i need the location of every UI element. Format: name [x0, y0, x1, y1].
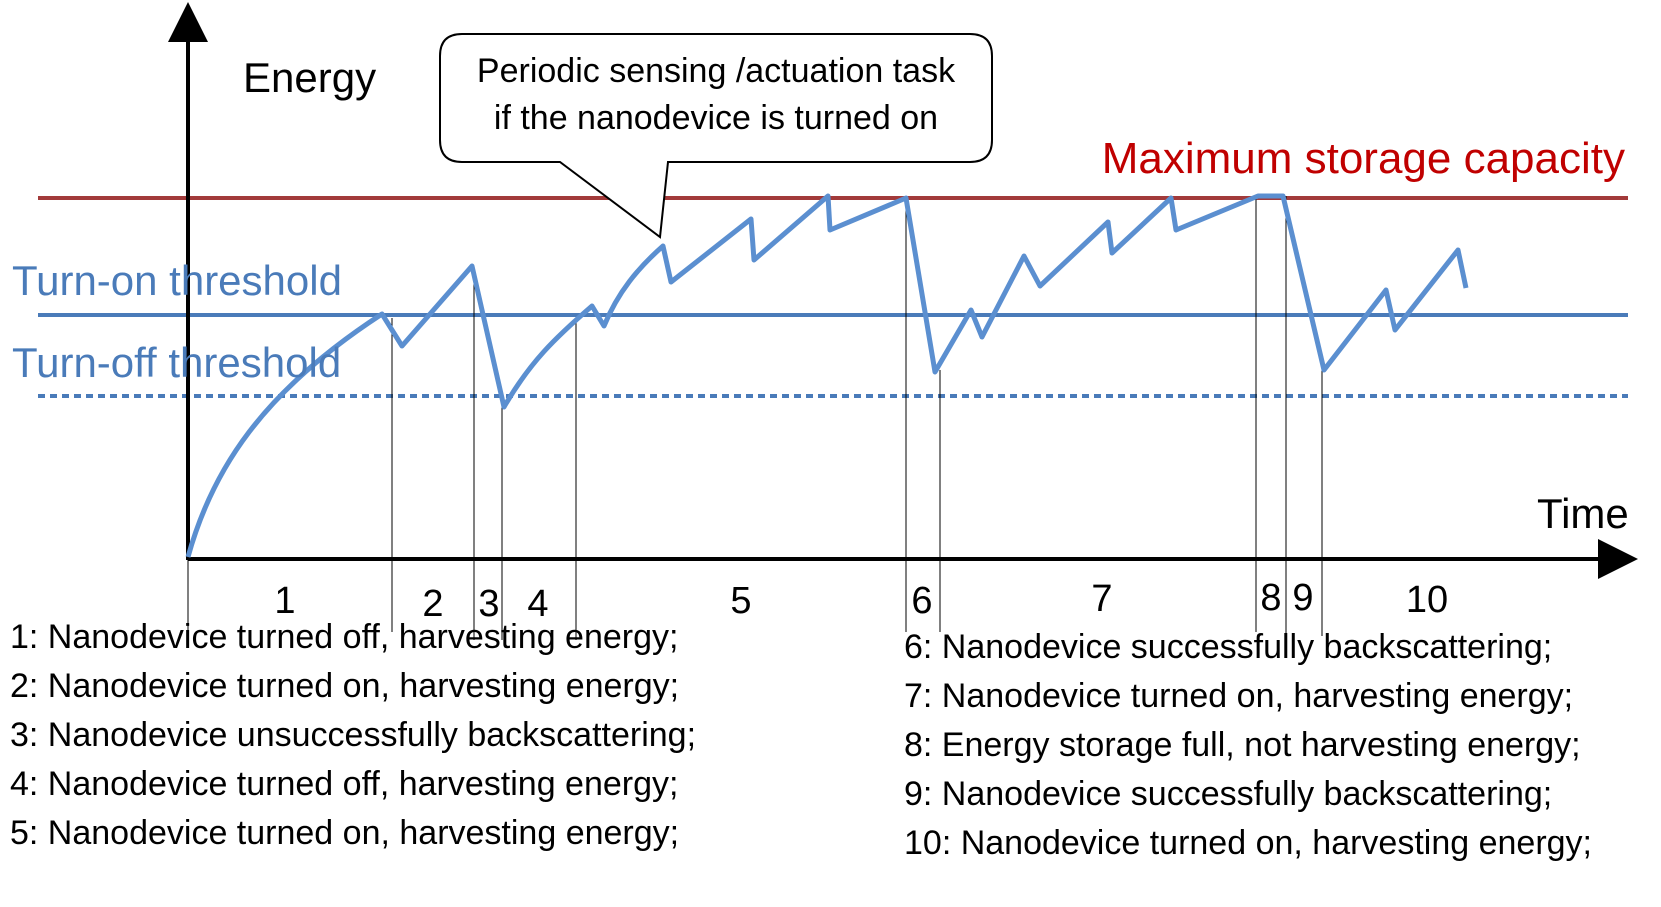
y-axis-label: Energy: [243, 54, 376, 101]
legend-right: 6: Nanodevice successfully backscatterin…: [904, 623, 1592, 868]
legend-item: 10: Nanodevice turned on, harvesting ene…: [904, 824, 1593, 862]
turn-off-threshold-label: Turn-off threshold: [12, 339, 341, 386]
legend-item: 8: Energy storage full, not harvesting e…: [904, 726, 1581, 764]
legend-item: 2: Nanodevice turned on, harvesting ener…: [10, 667, 680, 705]
legend-item: 6: Nanodevice successfully backscatterin…: [904, 628, 1553, 666]
phase-label: 7: [1091, 578, 1112, 620]
energy-curve: [185, 193, 1469, 558]
phase-label: 5: [730, 580, 751, 622]
phase-label: 6: [911, 580, 932, 622]
turn-on-threshold-label: Turn-on threshold: [12, 257, 342, 304]
legend-item: 7: Nanodevice turned on, harvesting ener…: [904, 677, 1574, 715]
phase-label: 4: [527, 583, 548, 625]
callout-line-1: Periodic sensing /actuation task: [477, 52, 956, 90]
phase-label: 1: [274, 580, 295, 622]
legend-item: 3: Nanodevice unsuccessfully backscatter…: [10, 716, 697, 754]
legend-item: 5: Nanodevice turned on, harvesting ener…: [10, 814, 680, 852]
phase-numbers: 1 2 3 4 5 6 7 8 9 10: [274, 577, 1448, 625]
phase-label: 9: [1292, 577, 1313, 619]
phase-label: 8: [1260, 577, 1281, 619]
phase-boundaries: [187, 196, 1323, 640]
phase-label: 2: [422, 583, 443, 625]
legend-item: 1: Nanodevice turned off, harvesting ene…: [10, 618, 679, 656]
x-axis-label: Time: [1537, 490, 1629, 537]
callout-bubble: [439, 33, 993, 239]
legend-left: 1: Nanodevice turned off, harvesting ene…: [10, 613, 696, 858]
phase-label: 3: [478, 583, 499, 625]
legend-item: 9: Nanodevice successfully backscatterin…: [904, 775, 1553, 813]
callout-line-2: if the nanodevice is turned on: [494, 99, 938, 137]
max-capacity-label: Maximum storage capacity: [1102, 134, 1625, 183]
phase-label: 10: [1406, 579, 1448, 621]
legend-item: 4: Nanodevice turned off, harvesting ene…: [10, 765, 679, 803]
